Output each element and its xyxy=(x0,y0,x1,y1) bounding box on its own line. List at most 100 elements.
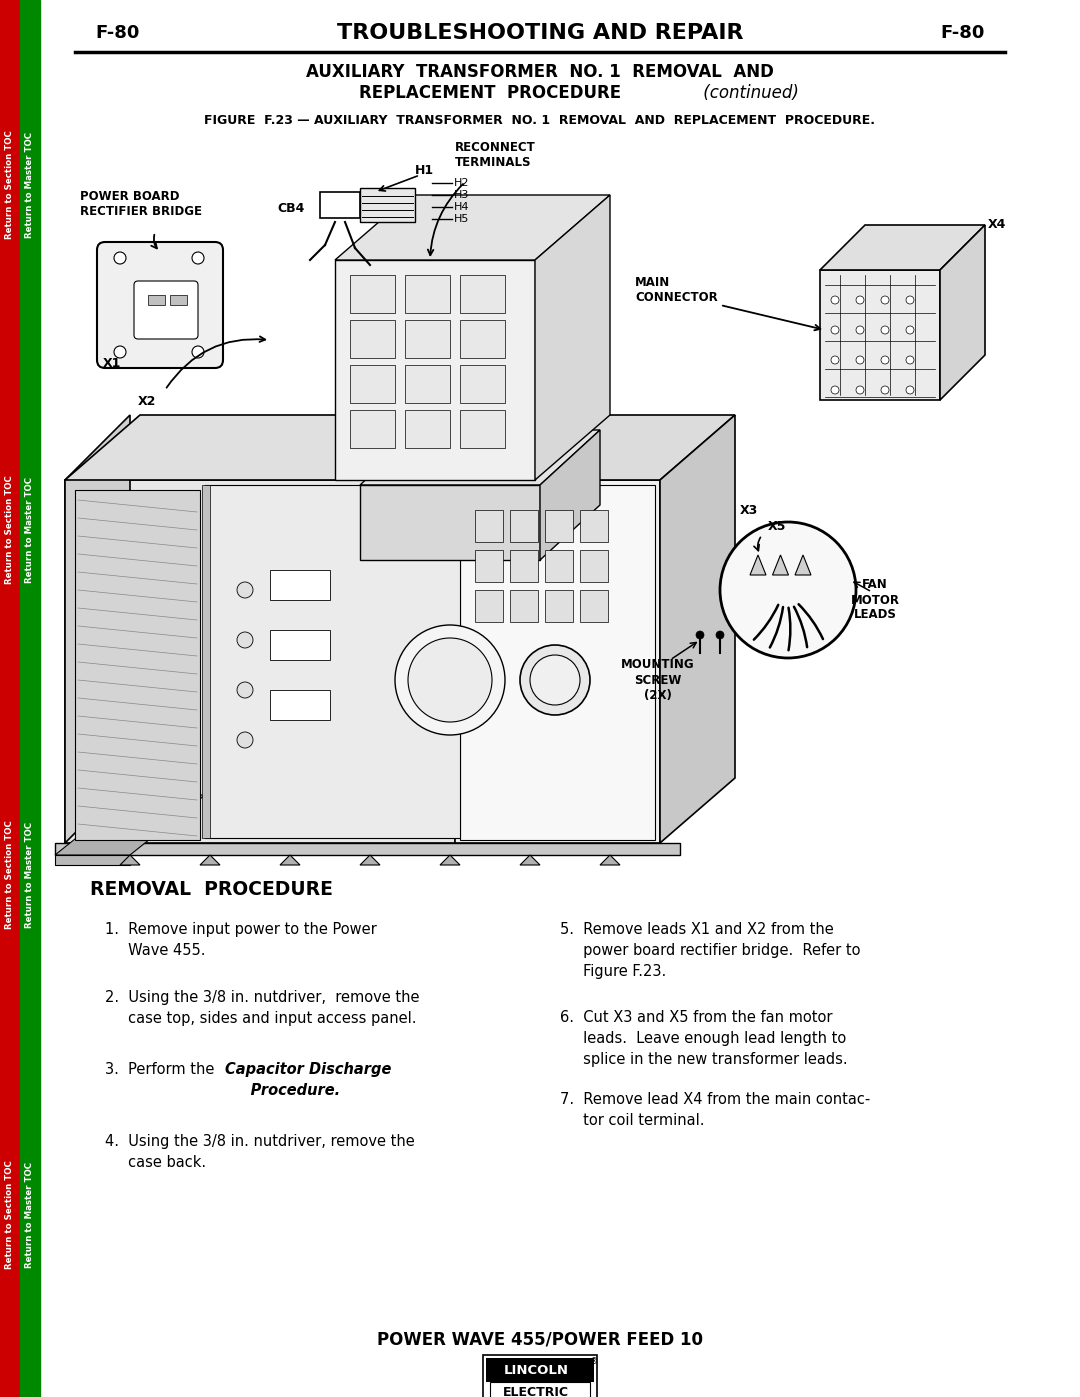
Polygon shape xyxy=(55,855,130,865)
Polygon shape xyxy=(660,415,735,842)
Polygon shape xyxy=(820,225,985,270)
Text: H2: H2 xyxy=(454,177,470,189)
Polygon shape xyxy=(405,320,450,358)
Polygon shape xyxy=(360,430,600,485)
Polygon shape xyxy=(200,855,220,865)
Polygon shape xyxy=(170,295,187,305)
Text: LINCOLN: LINCOLN xyxy=(503,1363,568,1376)
Polygon shape xyxy=(360,189,415,222)
Polygon shape xyxy=(55,795,205,855)
Text: X3: X3 xyxy=(740,503,758,517)
Polygon shape xyxy=(350,409,395,448)
Text: 5.  Remove leads X1 and X2 from the
     power board rectifier bridge.  Refer to: 5. Remove leads X1 and X2 from the power… xyxy=(561,922,861,979)
Polygon shape xyxy=(475,510,503,542)
Bar xyxy=(21,0,40,1397)
Polygon shape xyxy=(545,590,573,622)
Polygon shape xyxy=(795,555,811,576)
Circle shape xyxy=(906,356,914,365)
Polygon shape xyxy=(75,490,200,840)
Text: X1: X1 xyxy=(103,358,121,370)
Text: Return to Master TOC: Return to Master TOC xyxy=(26,476,35,583)
Polygon shape xyxy=(360,485,540,560)
Circle shape xyxy=(530,655,580,705)
Polygon shape xyxy=(270,630,330,659)
Text: H5: H5 xyxy=(454,214,470,224)
Bar xyxy=(486,1358,594,1382)
Text: MAIN
CONNECTOR: MAIN CONNECTOR xyxy=(635,277,718,305)
Polygon shape xyxy=(350,275,395,313)
Polygon shape xyxy=(545,550,573,583)
Circle shape xyxy=(237,732,253,747)
Polygon shape xyxy=(148,295,165,305)
Text: FAN
MOTOR
LEADS: FAN MOTOR LEADS xyxy=(851,578,900,622)
Bar xyxy=(490,1382,590,1397)
Circle shape xyxy=(237,583,253,598)
Text: POWER BOARD
RECTIFIER BRIDGE: POWER BOARD RECTIFIER BRIDGE xyxy=(80,190,202,218)
Polygon shape xyxy=(335,196,610,260)
Circle shape xyxy=(906,296,914,305)
Text: REPLACEMENT  PROCEDURE: REPLACEMENT PROCEDURE xyxy=(359,84,621,102)
Polygon shape xyxy=(545,510,573,542)
Polygon shape xyxy=(460,365,505,402)
Circle shape xyxy=(831,296,839,305)
Text: RECONNECT
TERMINALS: RECONNECT TERMINALS xyxy=(455,141,536,169)
Circle shape xyxy=(831,386,839,394)
Circle shape xyxy=(192,346,204,358)
Circle shape xyxy=(114,346,126,358)
Polygon shape xyxy=(540,430,600,560)
Circle shape xyxy=(881,296,889,305)
Polygon shape xyxy=(205,485,460,838)
Text: Capacitor Discharge
     Procedure.: Capacitor Discharge Procedure. xyxy=(225,1062,391,1098)
Circle shape xyxy=(856,296,864,305)
Circle shape xyxy=(114,251,126,264)
Text: 7.  Remove lead X4 from the main contac-
     tor coil terminal.: 7. Remove lead X4 from the main contac- … xyxy=(561,1092,870,1127)
Text: Return to Section TOC: Return to Section TOC xyxy=(5,131,14,239)
Polygon shape xyxy=(455,415,735,481)
Text: POWER WAVE 455/POWER FEED 10: POWER WAVE 455/POWER FEED 10 xyxy=(377,1331,703,1350)
Circle shape xyxy=(831,326,839,334)
Text: H4: H4 xyxy=(454,203,470,212)
Polygon shape xyxy=(940,225,985,400)
Text: 1.  Remove input power to the Power
     Wave 455.: 1. Remove input power to the Power Wave … xyxy=(105,922,377,958)
Text: MOUNTING
SCREW
(2X): MOUNTING SCREW (2X) xyxy=(621,658,694,701)
Polygon shape xyxy=(772,555,788,576)
Circle shape xyxy=(237,682,253,698)
Text: F-80: F-80 xyxy=(95,24,139,42)
Text: AUXILIARY  TRANSFORMER  NO. 1  REMOVAL  AND: AUXILIARY TRANSFORMER NO. 1 REMOVAL AND xyxy=(306,63,774,81)
Polygon shape xyxy=(405,365,450,402)
Circle shape xyxy=(881,386,889,394)
Text: Return to Section TOC: Return to Section TOC xyxy=(5,1161,14,1270)
Circle shape xyxy=(831,356,839,365)
Polygon shape xyxy=(440,855,460,865)
Polygon shape xyxy=(510,550,538,583)
Circle shape xyxy=(881,356,889,365)
Text: FIGURE  F.23 — AUXILIARY  TRANSFORMER  NO. 1  REMOVAL  AND  REPLACEMENT  PROCEDU: FIGURE F.23 — AUXILIARY TRANSFORMER NO. … xyxy=(204,115,876,127)
Polygon shape xyxy=(65,481,455,842)
Bar xyxy=(483,1355,597,1397)
Polygon shape xyxy=(580,510,608,542)
Text: Return to Master TOC: Return to Master TOC xyxy=(26,1162,35,1268)
Circle shape xyxy=(519,645,590,715)
Text: X4: X4 xyxy=(988,218,1007,232)
Polygon shape xyxy=(335,260,535,481)
Polygon shape xyxy=(320,191,360,218)
Polygon shape xyxy=(405,275,450,313)
Polygon shape xyxy=(65,415,530,481)
Text: Return to Section TOC: Return to Section TOC xyxy=(5,475,14,584)
Text: X5: X5 xyxy=(768,521,786,534)
FancyBboxPatch shape xyxy=(97,242,222,367)
Text: TROUBLESHOOTING AND REPAIR: TROUBLESHOOTING AND REPAIR xyxy=(337,22,743,43)
Polygon shape xyxy=(820,270,940,400)
Polygon shape xyxy=(475,550,503,583)
Circle shape xyxy=(408,638,492,722)
Polygon shape xyxy=(455,481,660,842)
Polygon shape xyxy=(350,320,395,358)
Circle shape xyxy=(856,386,864,394)
Polygon shape xyxy=(270,570,330,599)
Polygon shape xyxy=(475,590,503,622)
Circle shape xyxy=(716,631,724,638)
Polygon shape xyxy=(460,275,505,313)
Circle shape xyxy=(237,631,253,648)
Circle shape xyxy=(856,326,864,334)
Text: ®: ® xyxy=(590,1358,598,1366)
